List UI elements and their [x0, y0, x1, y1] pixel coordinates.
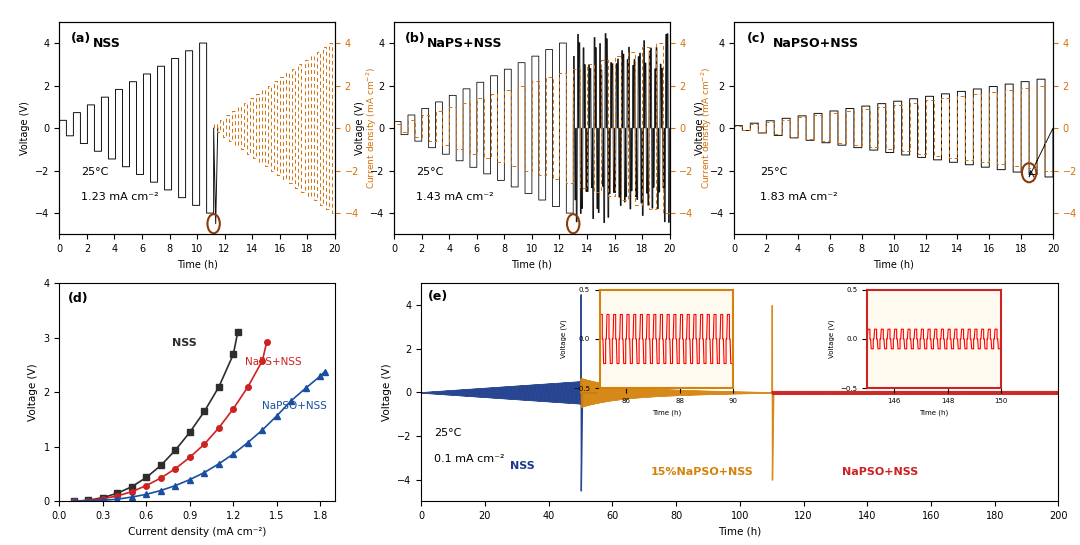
Text: 15%NaPSO+NSS: 15%NaPSO+NSS — [650, 467, 754, 477]
Text: NaPSO+NSS: NaPSO+NSS — [772, 37, 859, 50]
X-axis label: Current density (mA cm⁻²): Current density (mA cm⁻²) — [127, 526, 267, 537]
Y-axis label: Voltage (V): Voltage (V) — [28, 364, 38, 421]
Text: (b): (b) — [405, 33, 426, 45]
Text: 25°C: 25°C — [760, 167, 787, 177]
Text: 25°C: 25°C — [81, 167, 109, 177]
Text: (e): (e) — [428, 290, 448, 303]
Text: (a): (a) — [70, 33, 91, 45]
Text: (d): (d) — [68, 292, 89, 305]
Text: NSS: NSS — [93, 37, 120, 50]
Text: NaPSO+NSS: NaPSO+NSS — [262, 401, 327, 411]
Y-axis label: Current density (mA cm$^{-2}$): Current density (mA cm$^{-2}$) — [699, 67, 714, 189]
Text: 0.1 mA cm⁻²: 0.1 mA cm⁻² — [434, 454, 504, 464]
Text: 1.23 mA cm⁻²: 1.23 mA cm⁻² — [81, 192, 159, 202]
Y-axis label: Voltage (V): Voltage (V) — [381, 364, 392, 421]
Y-axis label: Voltage (V): Voltage (V) — [19, 101, 30, 155]
Text: 25°C: 25°C — [434, 428, 461, 438]
Text: NaPS+NSS: NaPS+NSS — [428, 37, 503, 50]
X-axis label: Time (h): Time (h) — [512, 259, 552, 270]
Text: 1.83 mA cm⁻²: 1.83 mA cm⁻² — [760, 192, 837, 202]
Text: NSS: NSS — [511, 461, 536, 471]
X-axis label: Time (h): Time (h) — [874, 259, 914, 270]
Text: (c): (c) — [747, 33, 767, 45]
Text: 1.43 mA cm⁻²: 1.43 mA cm⁻² — [416, 192, 494, 202]
X-axis label: Time (h): Time (h) — [718, 526, 761, 537]
X-axis label: Time (h): Time (h) — [177, 259, 217, 270]
Text: 25°C: 25°C — [416, 167, 444, 177]
Y-axis label: Voltage (V): Voltage (V) — [694, 101, 705, 155]
Text: NaPS+NSS: NaPS+NSS — [245, 357, 301, 367]
Y-axis label: Current density (mA cm$^{-2}$): Current density (mA cm$^{-2}$) — [364, 67, 379, 189]
Text: NaPSO+NSS: NaPSO+NSS — [841, 467, 918, 477]
Text: NSS: NSS — [173, 338, 197, 348]
Y-axis label: Voltage (V): Voltage (V) — [354, 101, 365, 155]
